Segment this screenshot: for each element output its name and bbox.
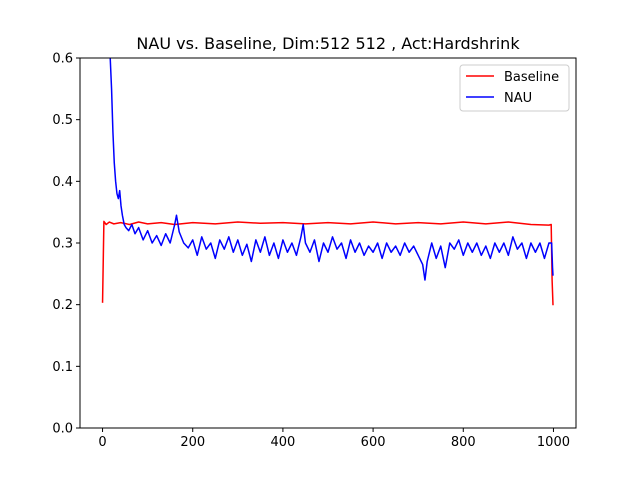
legend: Baseline NAU [459,64,570,112]
y-axis-ticks: 0.0 0.1 0.2 0.3 0.4 0.5 0.6 [52,52,80,437]
y-tick-label: 0.0 [52,422,73,437]
x-tick-label: 400 [270,435,295,450]
series-line-baseline [101,220,554,306]
y-tick-label: 0.2 [52,298,73,313]
x-tick-label: 1000 [537,435,570,450]
series-line-nau [109,58,554,281]
plot-area-frame [79,57,577,429]
y-tick-label: 0.5 [52,113,73,128]
legend-label-nau: NAU [504,91,532,106]
x-tick-label: 800 [451,435,476,450]
y-tick-label: 0.1 [52,360,73,375]
legend-label-baseline: Baseline [504,70,559,85]
x-axis-ticks: 0 200 400 600 800 1000 [98,428,570,450]
chart-title: NAU vs. Baseline, Dim:512 512 , Act:Hard… [136,34,520,53]
x-tick-label: 0 [98,435,106,450]
y-tick-label: 0.6 [52,52,73,67]
x-tick-label: 200 [180,435,205,450]
x-tick-label: 600 [361,435,386,450]
y-tick-label: 0.3 [52,237,73,252]
y-tick-label: 0.4 [52,175,73,190]
